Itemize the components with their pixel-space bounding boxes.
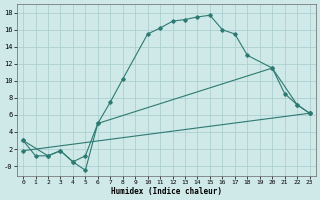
X-axis label: Humidex (Indice chaleur): Humidex (Indice chaleur): [111, 187, 222, 196]
